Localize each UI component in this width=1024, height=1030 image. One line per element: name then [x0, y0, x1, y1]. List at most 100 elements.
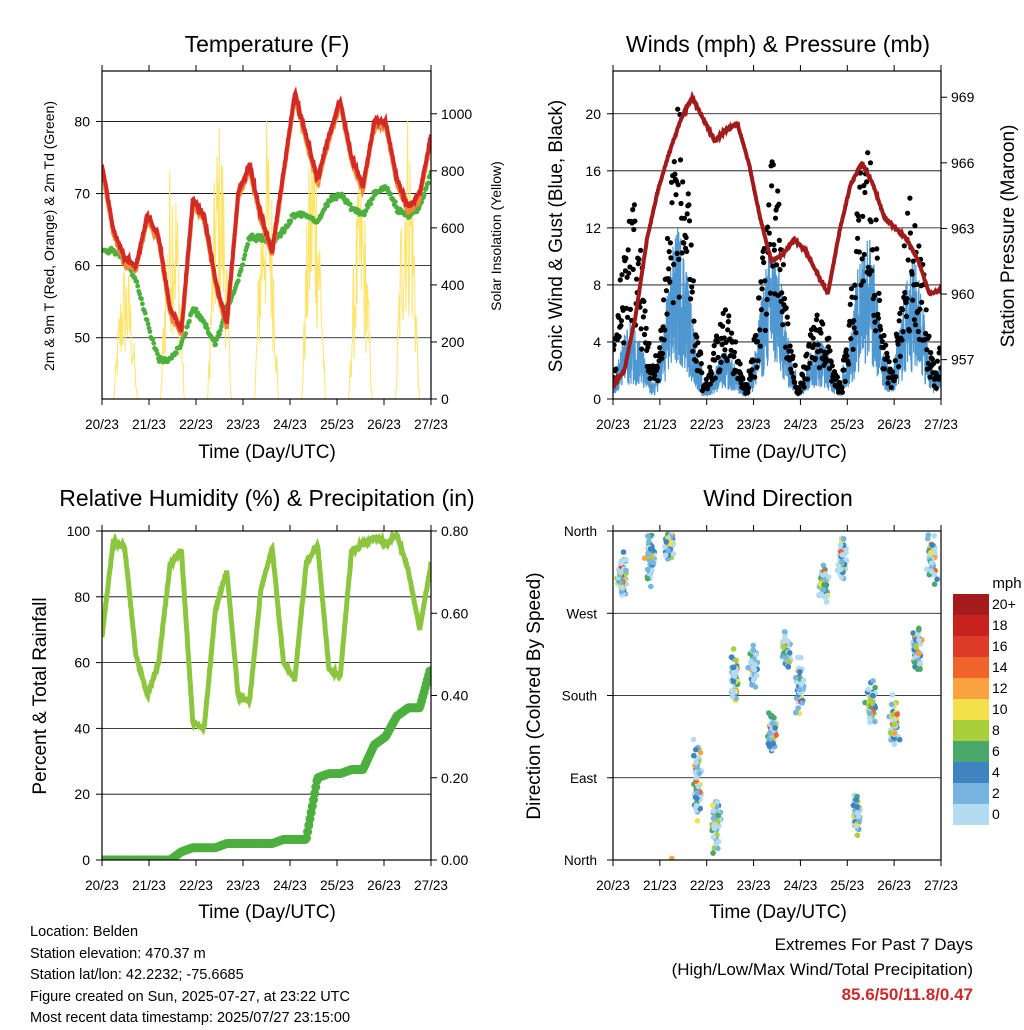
gust-point	[875, 315, 882, 321]
direction-point	[910, 630, 916, 636]
direction-point	[729, 693, 736, 700]
direction-point	[648, 583, 654, 590]
direction-point	[838, 574, 845, 580]
gust-point	[853, 330, 859, 336]
gust-point	[752, 374, 758, 380]
gust-point	[766, 230, 772, 236]
gust-point	[770, 162, 776, 168]
gust-point	[630, 266, 636, 272]
gust-point	[901, 243, 907, 249]
direction-point	[623, 567, 629, 574]
direction-point	[623, 556, 629, 563]
gust-point	[911, 317, 918, 323]
gust-point	[617, 277, 623, 283]
winds-xlabel: Time (Day/UTC)	[709, 442, 847, 463]
gust-point	[912, 223, 918, 229]
gust-point	[722, 307, 729, 313]
gust-point	[847, 301, 853, 307]
winds-ytick-label: 0	[593, 391, 601, 407]
gust-point	[910, 258, 916, 264]
dewpoint-point	[240, 262, 246, 268]
gust-point	[674, 250, 680, 256]
elevation-text: Station elevation: 470.37 m	[30, 945, 206, 962]
gust-point	[878, 327, 884, 333]
temperature-ytick-label: 70	[74, 186, 90, 202]
humidity-xtick-label: 27/23	[414, 878, 448, 893]
gust-point	[816, 365, 823, 371]
winds-plot-area	[613, 90, 941, 398]
gust-point	[745, 389, 751, 395]
direction-point	[617, 569, 624, 575]
gust-point	[774, 262, 780, 268]
extremes-title: Extremes For Past 7 Days	[774, 935, 973, 954]
gust-point	[715, 339, 721, 345]
direction-point	[663, 539, 670, 545]
gust-point	[790, 374, 797, 380]
direction-point	[710, 815, 717, 822]
gust-point	[667, 240, 674, 246]
gust-point	[726, 313, 732, 319]
gust-point	[673, 192, 679, 198]
gust-point	[937, 374, 941, 380]
gust-point	[892, 358, 898, 364]
direction-point	[767, 730, 773, 736]
humidity-xtick-label: 24/23	[273, 878, 307, 893]
gust-point	[814, 312, 820, 318]
winds-frame	[612, 70, 942, 400]
gust-point	[905, 210, 911, 216]
gust-point	[737, 361, 743, 367]
direction-point	[798, 654, 804, 661]
direction-point	[923, 566, 930, 572]
dewpoint-point	[385, 186, 391, 191]
dewpoint-point	[235, 278, 241, 284]
gust-point	[632, 218, 638, 224]
winds-y2label: Station Pressure (Maroon)	[998, 125, 1019, 348]
direction-point	[753, 672, 760, 679]
gust-point	[722, 347, 728, 353]
temperature-y2tick-label: 800	[441, 163, 465, 179]
gust-point	[767, 290, 774, 296]
direction-point	[715, 812, 722, 819]
gust-point	[647, 375, 653, 382]
gust-point	[936, 350, 941, 356]
direction-point	[644, 566, 651, 573]
gust-point	[761, 259, 767, 266]
gust-point	[708, 371, 715, 377]
gust-point	[792, 362, 798, 368]
direction-point	[669, 855, 675, 860]
dewpoint-point	[187, 318, 192, 324]
direction-ytick-label: South	[562, 689, 597, 704]
direction-point	[618, 579, 624, 586]
dewpoint-point	[392, 199, 398, 205]
direction-point	[662, 552, 669, 558]
gust-point	[919, 299, 925, 305]
dewpoint-point	[242, 252, 248, 258]
direction-point	[645, 533, 651, 539]
legend-label: 14	[992, 659, 1008, 675]
gust-point	[671, 261, 677, 268]
gust-point	[670, 300, 676, 306]
gust-point	[897, 353, 903, 359]
direction-plot-area	[614, 531, 940, 860]
direction-point	[866, 710, 873, 716]
direction-point	[916, 627, 922, 633]
direction-point	[914, 666, 921, 672]
gust-point	[758, 279, 764, 285]
gust-point	[635, 261, 641, 267]
gust-point	[613, 342, 617, 348]
gust-point	[675, 182, 681, 188]
dewpoint-point	[422, 191, 427, 197]
direction-point	[696, 770, 703, 777]
humidity-y2tick-label: 0.60	[441, 605, 468, 621]
gust-point	[937, 345, 941, 351]
gust-point	[915, 328, 921, 335]
humidity-ytick-label: 80	[74, 589, 90, 605]
direction-point	[745, 665, 751, 671]
direction-point	[931, 581, 938, 587]
direction-point	[782, 629, 788, 635]
legend-label: 10	[992, 701, 1008, 717]
direction-point	[824, 598, 830, 605]
gust-point	[619, 272, 625, 278]
direction-point	[854, 832, 861, 839]
humidity-title: Relative Humidity (%) & Precipitation (i…	[59, 485, 474, 511]
